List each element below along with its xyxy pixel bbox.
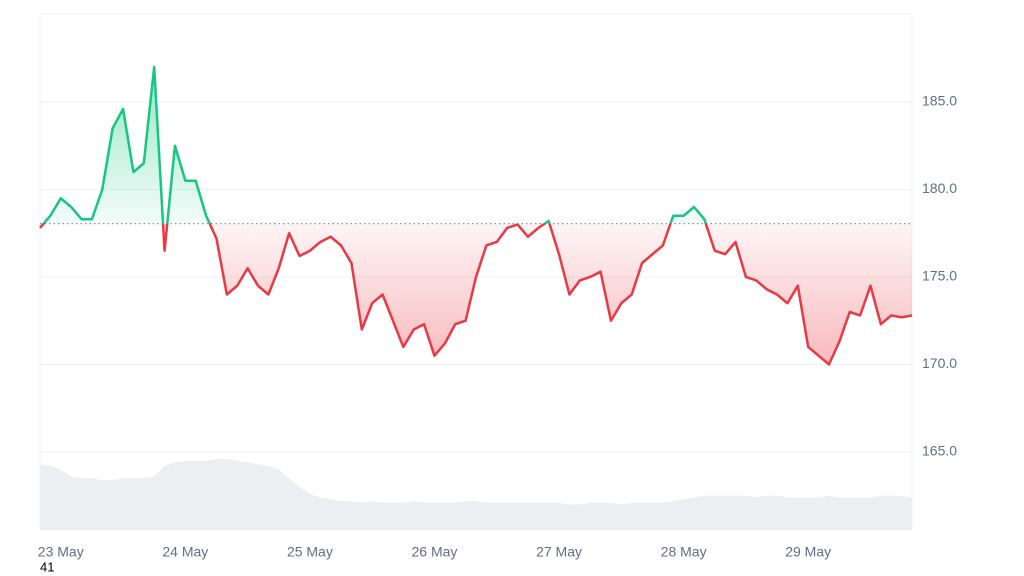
y-tick-label: 180.0: [922, 180, 957, 196]
x-tick-label: 23 May: [38, 544, 84, 560]
volume-area: [40, 458, 912, 530]
x-tick-label: 29 May: [785, 544, 831, 560]
y-tick-label: 170.0: [922, 355, 957, 371]
x-tick-label: 25 May: [287, 544, 333, 560]
price-line: [39, 65, 913, 366]
x-tick-label: 26 May: [412, 544, 458, 560]
annotation: 41: [40, 559, 54, 574]
x-tick-label: 24 May: [162, 544, 208, 560]
y-tick-label: 165.0: [922, 443, 957, 459]
y-tick-label: 175.0: [922, 268, 957, 284]
x-tick-label: 28 May: [661, 544, 707, 560]
y-tick-label: 185.0: [922, 93, 957, 109]
price-area: [40, 67, 912, 365]
x-tick-label: 27 May: [536, 544, 582, 560]
